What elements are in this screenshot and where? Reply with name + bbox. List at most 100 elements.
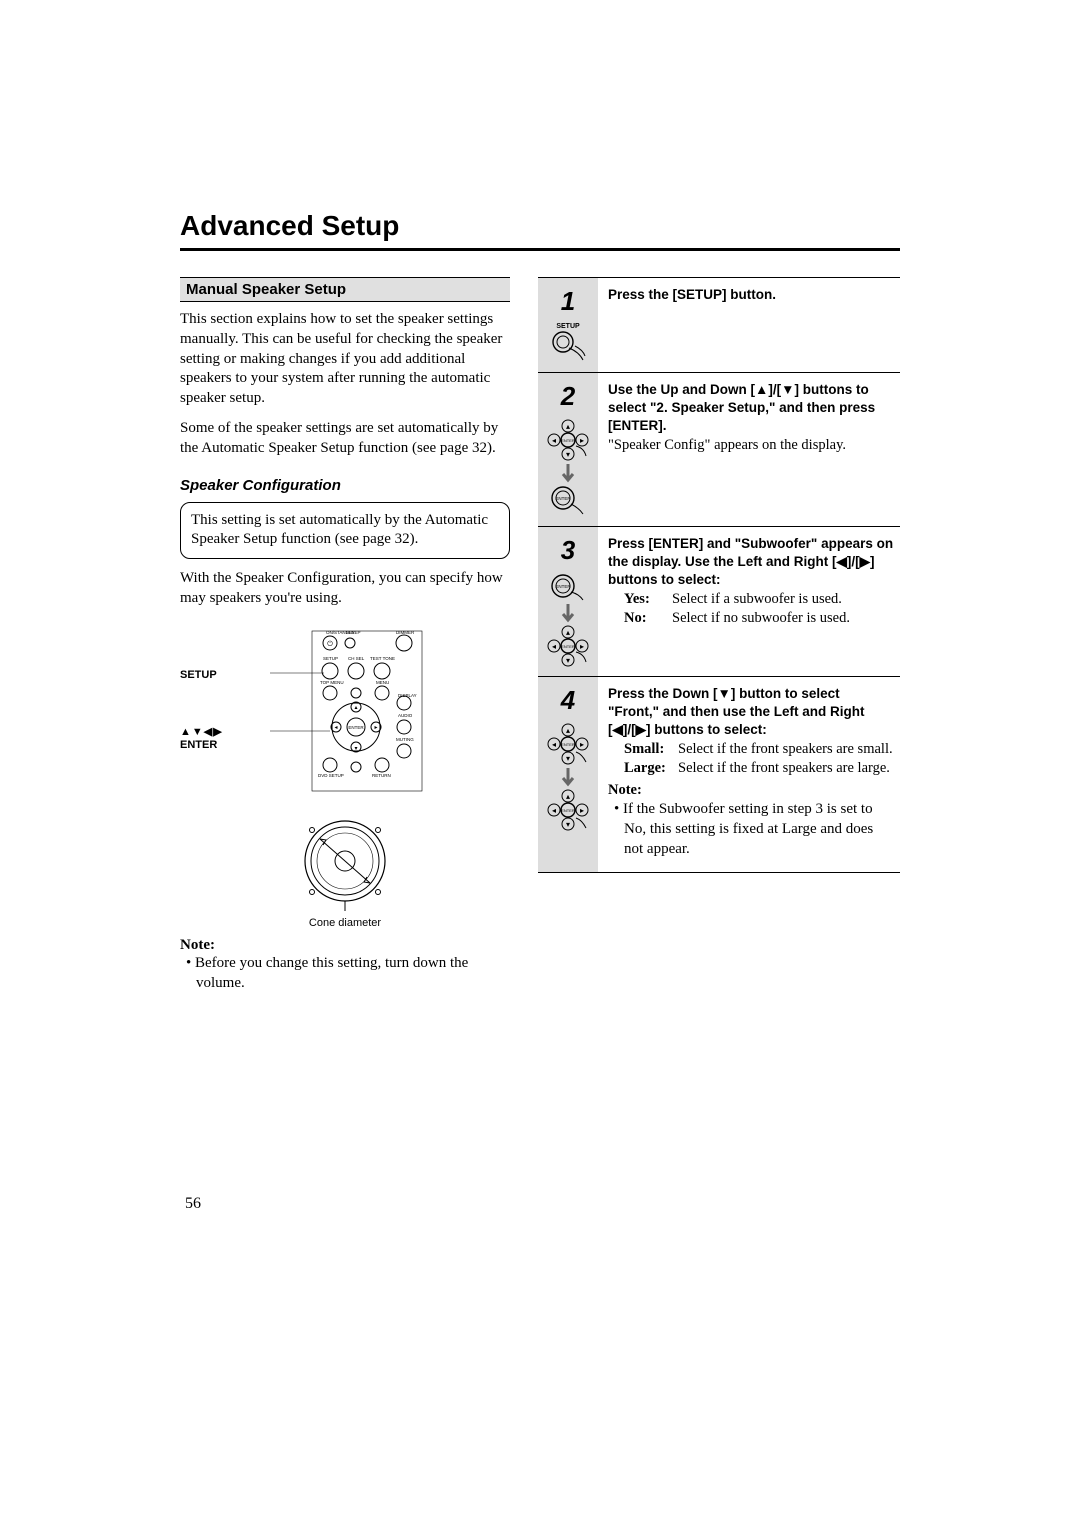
arrow-down-icon: [560, 766, 576, 788]
cone-caption: Cone diameter: [309, 917, 381, 929]
left-column: Manual Speaker Setup This section explai…: [180, 277, 510, 993]
svg-text:▴: ▴: [354, 705, 357, 711]
label-arrows: ▲▼◀▶: [180, 725, 223, 738]
note-label: Note:: [180, 937, 510, 954]
intro-para-2: Some of the speaker settings are set aut…: [180, 419, 510, 459]
label-enter: ENTER: [180, 739, 217, 751]
speaker-cone-diagram: Cone diameter: [180, 815, 510, 929]
svg-text:▾: ▾: [566, 820, 570, 829]
speaker-config-subhead: Speaker Configuration: [180, 477, 510, 494]
content-columns: Manual Speaker Setup This section explai…: [180, 277, 900, 993]
step-instruction: Press the [SETUP] button.: [608, 287, 776, 302]
section-heading: Manual Speaker Setup: [180, 277, 510, 302]
right-column: 1 SETUP Press the [SETUP] button. 2 ▴ ◂: [538, 277, 900, 993]
step-body: Press the [SETUP] button.: [598, 278, 900, 372]
step-result-text: "Speaker Config" appears on the display.: [608, 436, 894, 455]
svg-text:SETUP: SETUP: [323, 656, 338, 661]
arrow-down-icon: [560, 602, 576, 624]
intro-para-1: This section explains how to set the spe…: [180, 310, 510, 409]
svg-text:▸: ▸: [580, 642, 584, 651]
svg-text:▾: ▾: [354, 746, 357, 752]
svg-text:MUTING: MUTING: [396, 737, 414, 742]
svg-text:▸: ▸: [580, 806, 584, 815]
svg-text:◂: ◂: [552, 806, 556, 815]
step-body: Press [ENTER] and "Subwoofer" appears on…: [598, 527, 900, 676]
dpad-icon: ▴ ◂ ENTER ▸ ▾: [546, 722, 590, 766]
remote-diagram: SETUP ▲▼◀▶ ENTER ⏻ ON/STANDBY SLEEP DIMM…: [180, 627, 510, 797]
note-bullet: Before you change this setting, turn dow…: [186, 954, 510, 994]
remote-svg: ⏻ ON/STANDBY SLEEP DIMMER SETUP CH SEL T…: [270, 627, 470, 797]
step-instruction: Use the Up and Down [▲]/[▼] buttons to s…: [608, 381, 894, 436]
step-2: 2 ▴ ◂ ENTER ▸ ▾ ENTER Use the: [538, 373, 900, 527]
svg-text:DVD SETUP: DVD SETUP: [318, 773, 344, 778]
svg-text:▾: ▾: [566, 656, 570, 665]
svg-text:AUDIO: AUDIO: [398, 713, 413, 718]
step-1: 1 SETUP Press the [SETUP] button.: [538, 277, 900, 373]
step-rail: 4 ▴ ◂ ENTER ▸ ▾ ▴ ◂ ENTER ▸ ▾: [538, 677, 598, 872]
svg-text:ENTER: ENTER: [561, 644, 575, 649]
svg-text:MENU: MENU: [376, 680, 389, 685]
option-key: Yes:: [624, 590, 672, 609]
option-val: Select if no subwoofer is used.: [672, 609, 850, 628]
option-key: Small:: [624, 740, 678, 759]
dpad-icon: ▴ ◂ ENTER ▸ ▾: [546, 788, 590, 832]
svg-text:ENTER: ENTER: [555, 584, 571, 589]
svg-text:▾: ▾: [566, 450, 570, 459]
svg-text:TOP MENU: TOP MENU: [320, 680, 344, 685]
step-number: 4: [561, 685, 575, 716]
step-instruction: Press [ENTER] and "Subwoofer" appears on…: [608, 535, 894, 590]
step-note-bullet: If the Subwoofer setting in step 3 is se…: [614, 800, 894, 859]
option-key: Large:: [624, 759, 678, 778]
step-rail: 1 SETUP: [538, 278, 598, 372]
svg-text:ENTER: ENTER: [561, 438, 575, 443]
svg-text:◂: ◂: [552, 740, 556, 749]
step-rail: 2 ▴ ◂ ENTER ▸ ▾ ENTER: [538, 373, 598, 526]
svg-text:▴: ▴: [566, 792, 570, 801]
svg-text:▴: ▴: [566, 422, 570, 431]
svg-text:CH SEL: CH SEL: [348, 656, 365, 661]
svg-text:◂: ◂: [552, 642, 556, 651]
option-key: No:: [624, 609, 672, 628]
svg-text:SLEEP: SLEEP: [346, 630, 361, 635]
step-number: 2: [561, 381, 575, 412]
svg-text:▸: ▸: [580, 436, 584, 445]
step-rail: 3 ENTER ▴ ◂ ENTER ▸ ▾: [538, 527, 598, 676]
option-val: Select if the front speakers are small.: [678, 740, 893, 759]
step-4: 4 ▴ ◂ ENTER ▸ ▾ ▴ ◂ ENTER ▸ ▾: [538, 677, 900, 873]
option-val: Select if a subwoofer is used.: [672, 590, 842, 609]
step-body: Press the Down [▼] button to select "Fro…: [598, 677, 900, 872]
svg-text:ENTER: ENTER: [555, 496, 571, 501]
rail-setup-label: SETUP: [556, 323, 579, 330]
setup-button-icon: [549, 330, 587, 364]
dpad-icon: ▴ ◂ ENTER ▸ ▾: [546, 418, 590, 462]
page-number: 56: [185, 1195, 201, 1213]
page-title: Advanced Setup: [180, 210, 900, 251]
auto-setup-note-box: This setting is set automatically by the…: [180, 502, 510, 560]
svg-text:▴: ▴: [566, 726, 570, 735]
svg-text:▸: ▸: [374, 725, 377, 731]
step-note-label: Note:: [608, 781, 894, 800]
svg-text:▸: ▸: [580, 740, 584, 749]
option-row: Yes: Select if a subwoofer is used.: [624, 590, 894, 609]
option-val: Select if the front speakers are large.: [678, 759, 890, 778]
svg-text:ENTER: ENTER: [561, 808, 575, 813]
step-body: Use the Up and Down [▲]/[▼] buttons to s…: [598, 373, 900, 526]
svg-text:ENTER: ENTER: [348, 725, 364, 730]
svg-text:▾: ▾: [566, 754, 570, 763]
cone-svg: [290, 815, 400, 915]
option-row: Large: Select if the front speakers are …: [624, 759, 894, 778]
svg-text:◂: ◂: [552, 436, 556, 445]
svg-text:RETURN: RETURN: [372, 773, 391, 778]
config-para: With the Speaker Configuration, you can …: [180, 569, 510, 609]
svg-text:ENTER: ENTER: [561, 742, 575, 747]
svg-text:⏻: ⏻: [327, 640, 333, 648]
enter-button-icon: ENTER: [549, 484, 587, 518]
option-row: Small: Select if the front speakers are …: [624, 740, 894, 759]
arrow-down-icon: [560, 462, 576, 484]
svg-text:DIMMER: DIMMER: [396, 630, 415, 635]
step-instruction: Press the Down [▼] button to select "Fro…: [608, 685, 894, 740]
svg-text:▴: ▴: [566, 628, 570, 637]
svg-text:◂: ◂: [334, 725, 337, 731]
step-3: 3 ENTER ▴ ◂ ENTER ▸ ▾ Press [: [538, 527, 900, 677]
label-setup: SETUP: [180, 669, 217, 681]
